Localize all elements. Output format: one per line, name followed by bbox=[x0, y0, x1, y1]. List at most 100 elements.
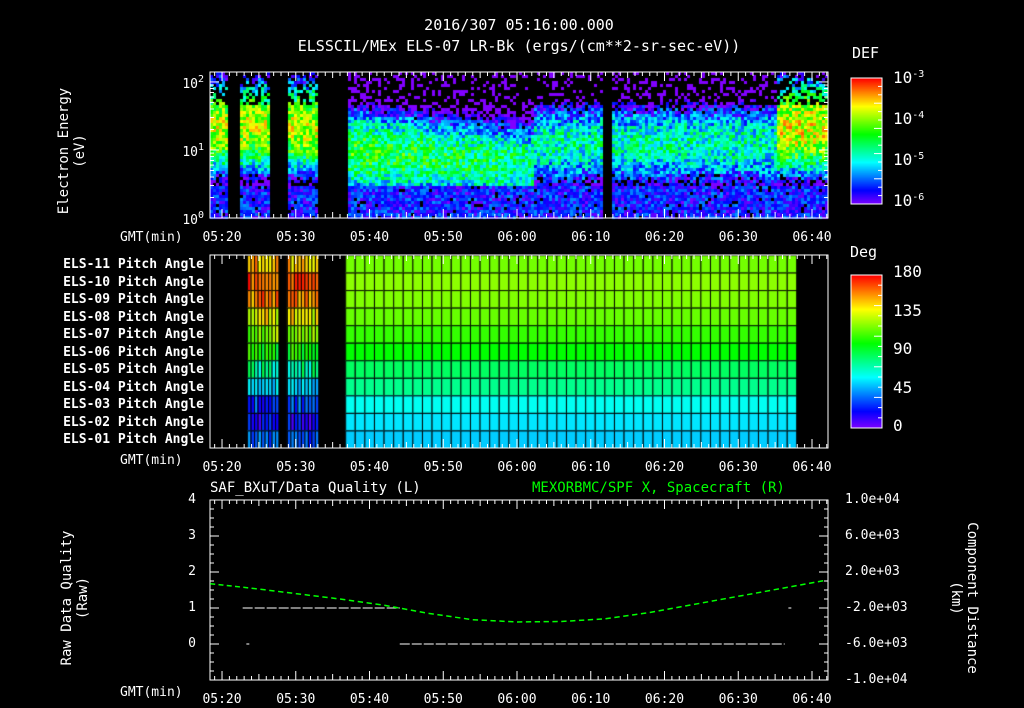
def-colorbar-tick-label: 10-6 bbox=[893, 191, 925, 210]
time-tick-label: 05:50 bbox=[423, 230, 463, 245]
distance-tick-label: -2.0e+03 bbox=[845, 600, 908, 615]
spf-x-line-segment bbox=[808, 581, 815, 585]
spf-x-line-segment bbox=[631, 613, 638, 616]
spf-x-line-segment bbox=[685, 604, 691, 607]
spf-x-line-segment bbox=[614, 616, 620, 619]
deg-colorbar-tick-label: 45 bbox=[893, 377, 913, 397]
position-title: MEXORBMC/SPF X, Spacecraft (R) bbox=[532, 480, 785, 496]
spf-x-line-segment bbox=[251, 587, 257, 590]
pitch-angle-row-label: ELS-01 Pitch Angle bbox=[63, 432, 204, 448]
spf-x-line-segment bbox=[782, 586, 788, 589]
spf-x-line-segment bbox=[729, 596, 735, 599]
spf-x-line-segment bbox=[738, 594, 744, 598]
spf-x-line-segment bbox=[384, 604, 390, 608]
energy-axis-label-line1: Electron Energy bbox=[56, 87, 72, 215]
spf-x-line-segment bbox=[401, 607, 408, 611]
spf-x-line-segment bbox=[800, 583, 806, 586]
gmt-label-3: GMT(min) bbox=[120, 685, 183, 700]
spf-x-line-segment bbox=[210, 582, 216, 585]
spf-x-line-segment bbox=[375, 603, 381, 606]
distance-tick-label: -6.0e+03 bbox=[845, 636, 908, 651]
energy-axis-label: Electron Energy (eV) bbox=[56, 71, 88, 231]
plot-title: ELSSCIL/MEx ELS-07 LR-Bk (ergs/(cm**2-sr… bbox=[297, 37, 741, 55]
time-tick-label: 06:40 bbox=[792, 460, 832, 475]
colorbar-1-frame bbox=[850, 77, 883, 205]
pitch-angle-row-label: ELS-06 Pitch Angle bbox=[63, 344, 204, 360]
pitch-angle-row-label: ELS-03 Pitch Angle bbox=[63, 397, 204, 413]
def-colorbar-tick-label: 10-3 bbox=[893, 68, 925, 87]
spf-x-line-segment bbox=[286, 591, 293, 594]
plot-timestamp: 2016/307 05:16:00.000 bbox=[424, 16, 614, 34]
spf-x-line-segment bbox=[702, 601, 709, 604]
time-tick-label: 05:40 bbox=[349, 230, 390, 245]
spf-x-line-segment bbox=[755, 591, 762, 594]
spf-x-line-segment bbox=[693, 602, 700, 606]
time-tick-label: 06:20 bbox=[644, 460, 685, 475]
time-tick-label: 06:10 bbox=[571, 230, 611, 245]
quality-axis-label-line2: (Raw) bbox=[75, 576, 91, 620]
spf-x-line-segment bbox=[277, 590, 284, 593]
spf-x-line-segment bbox=[711, 599, 718, 602]
quality-tick-label: 0 bbox=[188, 636, 196, 651]
spf-x-line-segment bbox=[331, 597, 337, 600]
colorbar-2-frame bbox=[850, 274, 883, 429]
panel-2-frame bbox=[209, 254, 829, 449]
time-tick-label: 06:00 bbox=[497, 692, 537, 707]
deg-colorbar-tick-label: 180 bbox=[893, 262, 922, 281]
distance-tick-label: -1.0e+04 bbox=[845, 672, 908, 687]
time-tick-label: 06:40 bbox=[792, 692, 832, 707]
distance-tick-label: 2.0e+03 bbox=[845, 564, 900, 579]
energy-tick-label: 102 bbox=[182, 73, 204, 92]
quality-tick-label: 2 bbox=[188, 564, 196, 579]
spf-x-line-segment bbox=[605, 617, 611, 620]
deg-colorbar-tick-label: 90 bbox=[893, 339, 913, 358]
spf-x-line-segment bbox=[463, 617, 470, 620]
def-colorbar-label: DEF bbox=[852, 44, 880, 62]
quality-axis-label-line1: Raw Data Quality bbox=[59, 530, 75, 666]
def-colorbar-tick-label: 10-5 bbox=[893, 150, 925, 169]
spf-x-line-segment bbox=[366, 602, 372, 605]
spf-x-line-segment bbox=[260, 588, 266, 591]
spf-x-line-segment bbox=[446, 615, 452, 618]
time-tick-label: 05:50 bbox=[423, 460, 463, 475]
spf-x-line-segment bbox=[410, 609, 417, 612]
gmt-label-1: GMT(min) bbox=[120, 230, 183, 245]
spf-x-line-segment bbox=[313, 595, 319, 598]
time-tick-label: 06:20 bbox=[644, 692, 685, 707]
time-tick-label: 05:30 bbox=[276, 692, 316, 707]
time-tick-label: 06:40 bbox=[792, 230, 832, 245]
spf-x-line-segment bbox=[226, 584, 232, 587]
panel-1-frame bbox=[209, 71, 829, 219]
spf-x-line-segment bbox=[218, 583, 224, 586]
spf-x-line-segment bbox=[817, 580, 824, 583]
pitch-angle-row-label: ELS-10 Pitch Angle bbox=[63, 274, 204, 290]
time-tick-label: 06:10 bbox=[571, 692, 611, 707]
quality-tick-label: 1 bbox=[188, 600, 196, 615]
quality-tick-label: 3 bbox=[188, 528, 196, 543]
time-tick-label: 06:20 bbox=[644, 230, 685, 245]
distance-tick-label: 1.0e+04 bbox=[845, 492, 900, 507]
pitch-angle-row-label: ELS-08 Pitch Angle bbox=[63, 309, 204, 325]
quality-axis-label: Raw Data Quality (Raw) bbox=[59, 518, 91, 678]
time-tick-label: 06:00 bbox=[497, 460, 537, 475]
time-tick-label: 06:10 bbox=[571, 460, 611, 475]
distance-axis-label-line2: (km) bbox=[948, 581, 964, 615]
pitch-angle-row-label: ELS-07 Pitch Angle bbox=[63, 327, 204, 343]
spf-x-line-segment bbox=[667, 607, 673, 610]
gmt-label-2: GMT(min) bbox=[120, 453, 183, 468]
time-tick-label: 06:30 bbox=[718, 460, 758, 475]
time-tick-label: 05:40 bbox=[349, 692, 390, 707]
pitch-angle-row-label: ELS-04 Pitch Angle bbox=[63, 379, 204, 395]
spf-x-line-segment bbox=[623, 614, 629, 618]
time-tick-label: 05:20 bbox=[202, 692, 242, 707]
spf-x-line-segment bbox=[454, 616, 461, 619]
spf-x-line-segment bbox=[348, 599, 355, 602]
time-tick-label: 05:40 bbox=[349, 460, 390, 475]
spf-x-line-segment bbox=[746, 592, 753, 596]
energy-tick-label: 101 bbox=[182, 141, 204, 160]
spf-x-line-segment bbox=[649, 610, 656, 614]
time-tick-label: 05:30 bbox=[276, 460, 316, 475]
pitch-angle-row-label: ELS-11 Pitch Angle bbox=[63, 257, 204, 272]
spf-x-line-segment bbox=[658, 609, 665, 612]
spf-x-line-segment bbox=[357, 600, 364, 604]
